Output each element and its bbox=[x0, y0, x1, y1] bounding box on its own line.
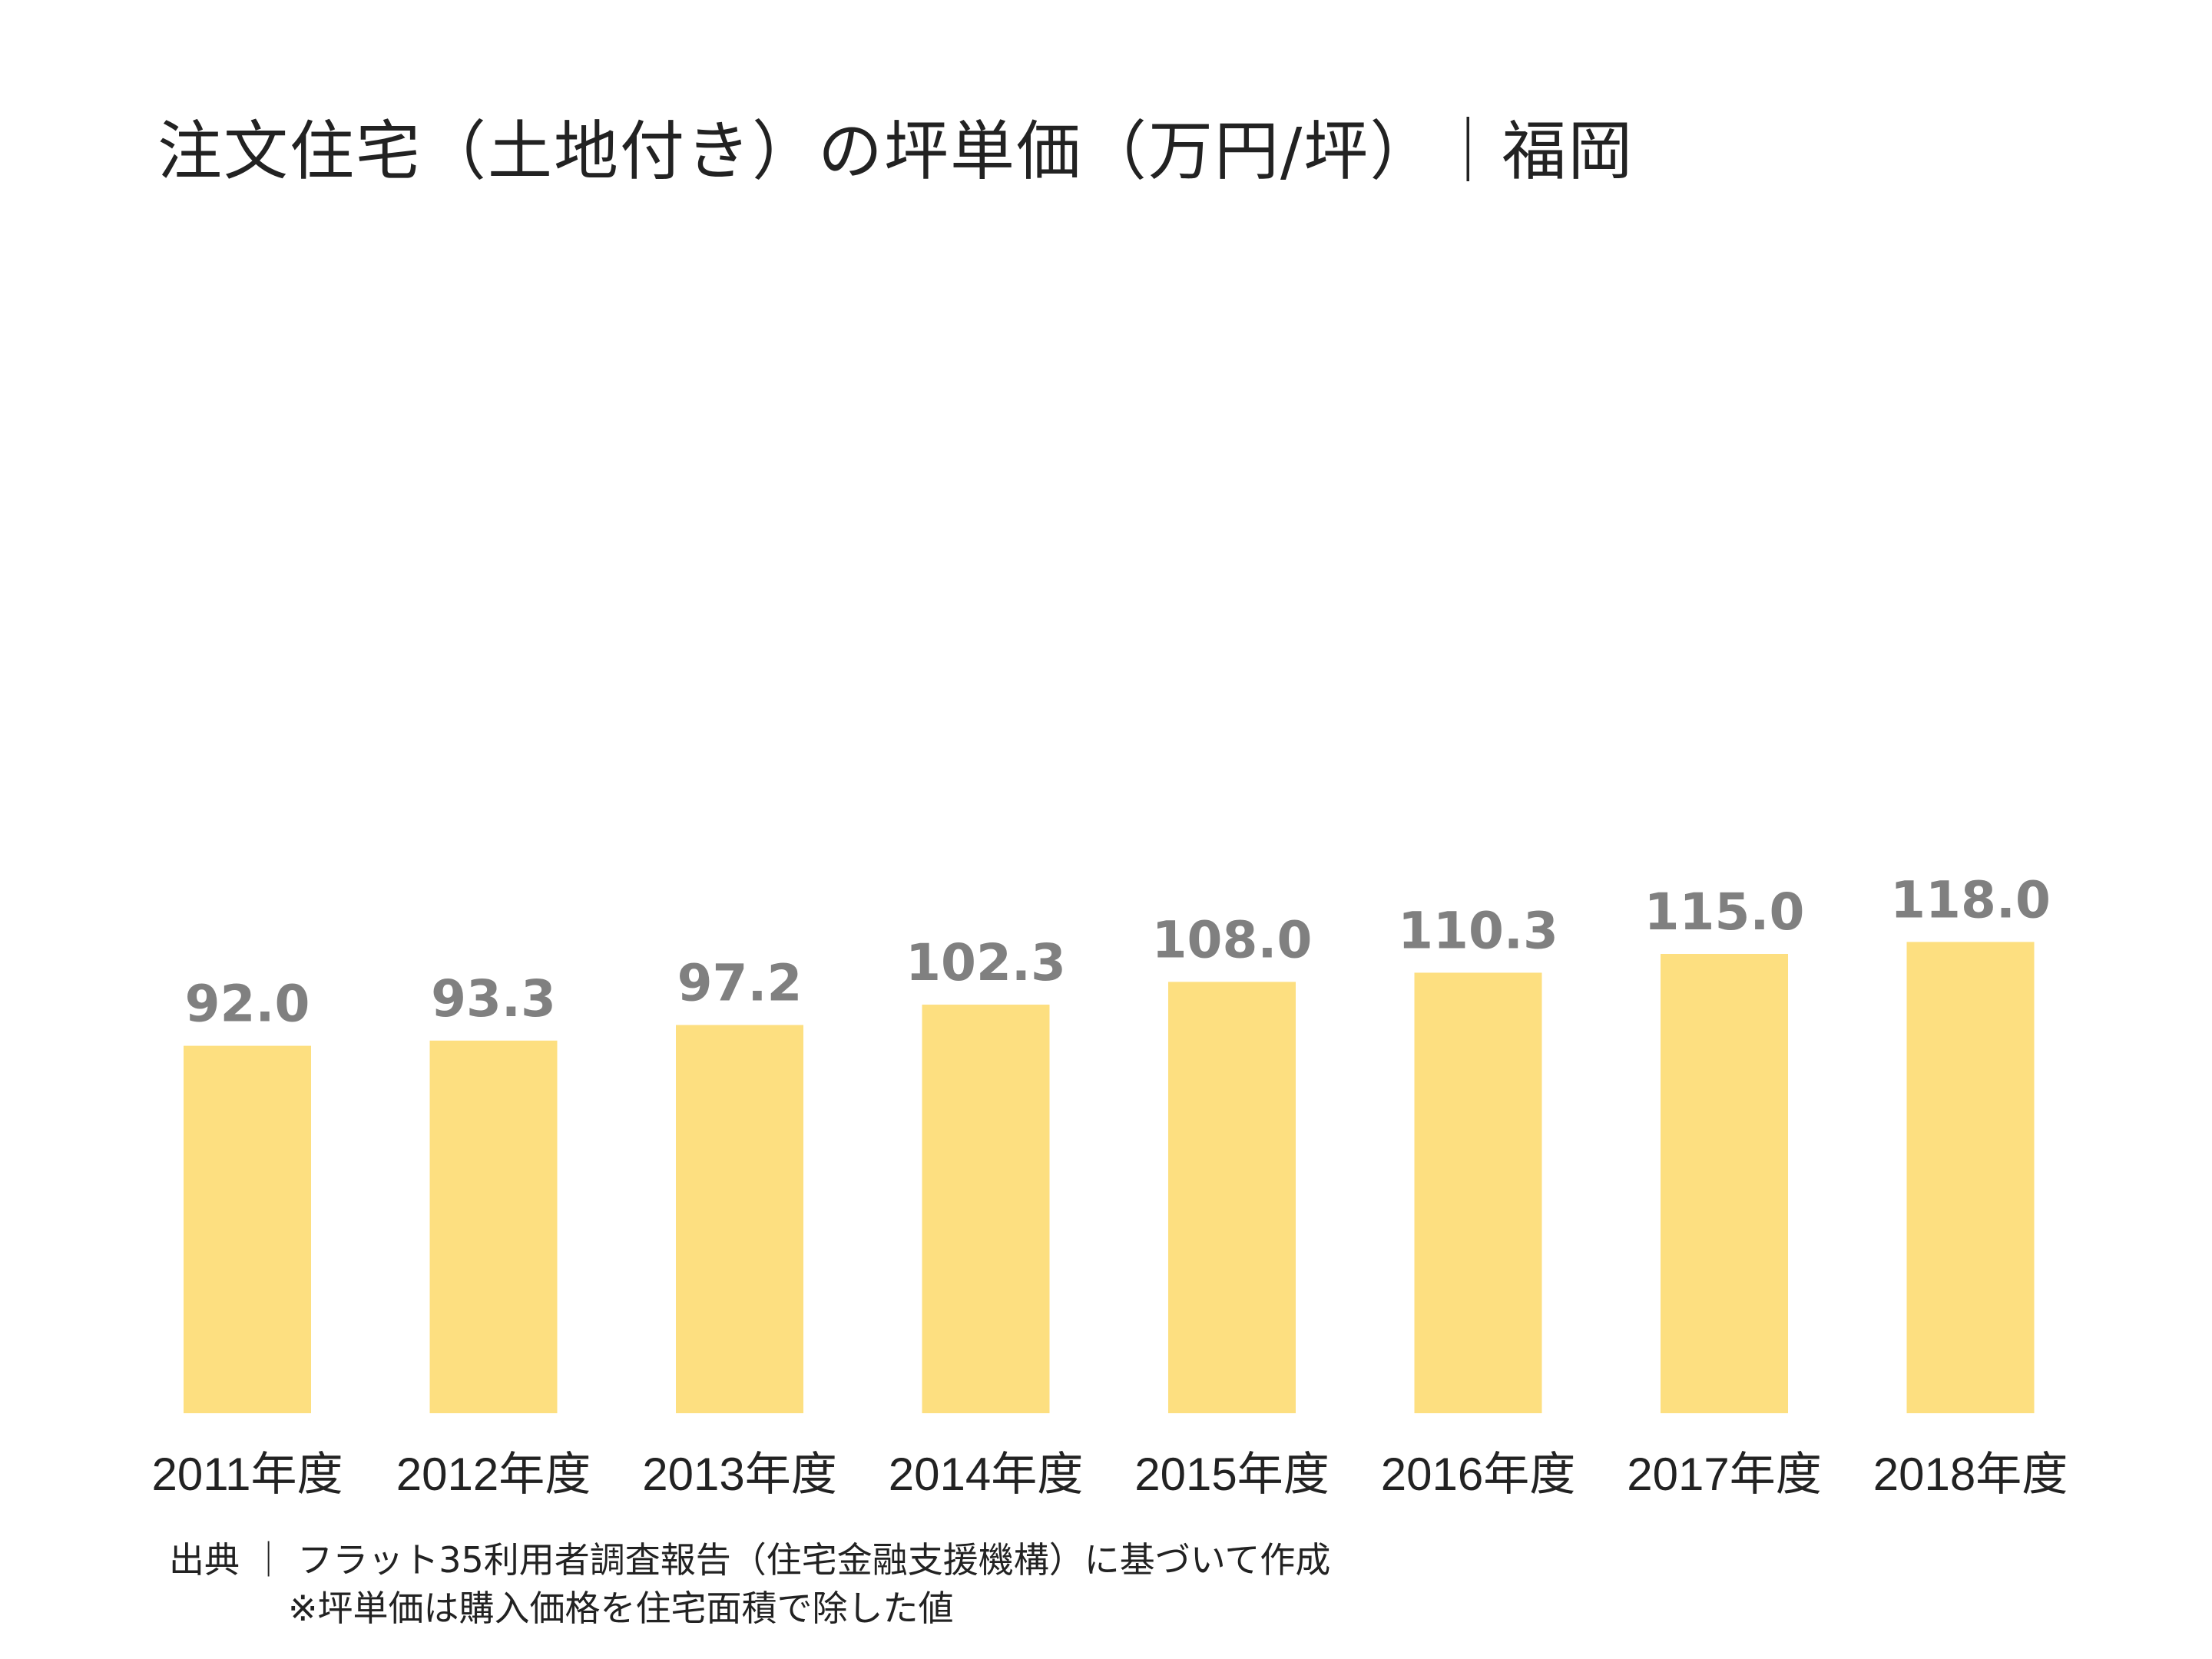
value-label-2: 93.3 bbox=[431, 969, 556, 1028]
bar-8 bbox=[1906, 942, 2035, 1413]
bar-7 bbox=[1661, 954, 1788, 1413]
category-label-7: 2017年度 bbox=[1627, 1449, 1821, 1500]
value-label-5: 108.0 bbox=[1152, 910, 1313, 969]
category-label-6: 2016年度 bbox=[1381, 1449, 1575, 1500]
category-label-3: 2013年度 bbox=[642, 1449, 836, 1500]
value-label-6: 110.3 bbox=[1398, 901, 1558, 960]
bar-4 bbox=[922, 1005, 1050, 1413]
source-note: 出典 ｜ フラット35利用者調査報告（住宅金融支援機構）に基づいて作成 bbox=[169, 1539, 1331, 1581]
value-label-8: 118.0 bbox=[1890, 870, 2051, 929]
chart-title: 注文住宅（土地付き）の坪単価（万円/坪）｜福岡 bbox=[157, 114, 1634, 189]
value-label-7: 115.0 bbox=[1644, 882, 1805, 942]
category-label-2: 2012年度 bbox=[396, 1449, 591, 1500]
value-label-3: 97.2 bbox=[677, 954, 803, 1013]
remark-note: ※坪単価は購入価格を住宅面積で除した値 bbox=[288, 1588, 954, 1629]
bar-1 bbox=[184, 1045, 311, 1413]
bar-2 bbox=[429, 1040, 558, 1413]
category-label-4: 2014年度 bbox=[889, 1449, 1083, 1500]
bar-5 bbox=[1168, 982, 1296, 1413]
category-label-1: 2011年度 bbox=[151, 1449, 343, 1500]
value-label-4: 102.3 bbox=[906, 933, 1066, 992]
bar-6 bbox=[1414, 972, 1542, 1413]
value-label-1: 92.0 bbox=[185, 975, 310, 1034]
category-label-8: 2018年度 bbox=[1873, 1449, 2068, 1500]
category-label-5: 2015年度 bbox=[1134, 1449, 1329, 1500]
bar-3 bbox=[676, 1025, 803, 1413]
